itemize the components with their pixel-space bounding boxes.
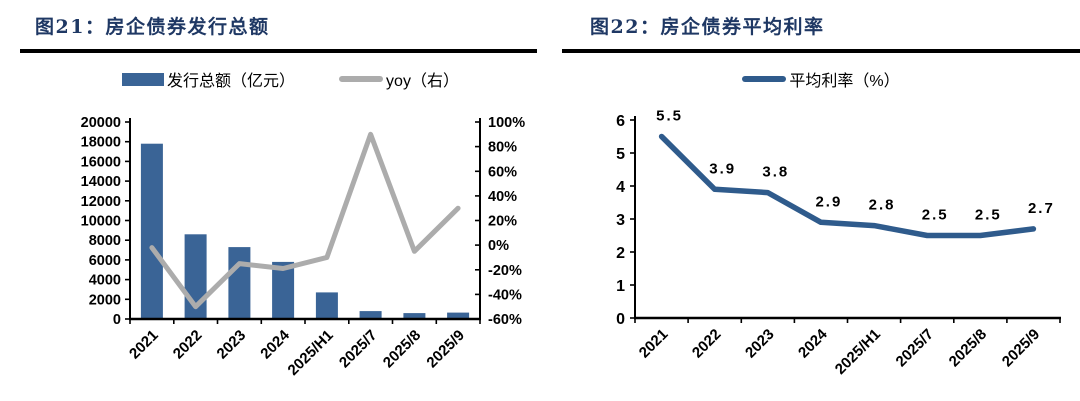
left-axis-ticks: 0 2000 4000 6000 8000 10000 12000 14000 16000 180… <box>81 115 130 328</box>
svg-text:2.5: 2.5 <box>975 207 1002 224</box>
yoy-line <box>149 131 461 310</box>
svg-text:2025/7: 2025/7 <box>336 327 380 371</box>
bar-2021 <box>140 143 163 319</box>
data-labels: 5.5 3.9 3.8 2.9 2.8 2.5 2.5 2.7 <box>656 108 1055 224</box>
figure-21-title-rule <box>20 49 537 53</box>
figure-21: 图21：房企债券发行总额 发行总额（亿元） yoy（右） 0 2000 4000 60… <box>20 0 537 401</box>
svg-text:4000: 4000 <box>89 273 121 289</box>
yoy-line-swatch-icon <box>339 76 384 82</box>
svg-text:2.9: 2.9 <box>815 193 842 210</box>
svg-text:80%: 80% <box>488 140 517 156</box>
x-axis-tick-marks <box>634 318 1061 323</box>
svg-text:2025/H1: 2025/H1 <box>832 326 884 378</box>
svg-text:2.8: 2.8 <box>869 197 896 214</box>
svg-text:6000: 6000 <box>89 253 121 269</box>
svg-text:20%: 20% <box>488 214 517 230</box>
right-axis-ticks: -60% -40% -20% 0% 20% 40% 60% 80% 100% <box>475 115 525 328</box>
bar-series-swatch-icon <box>122 72 165 86</box>
svg-text:2025/7: 2025/7 <box>893 326 937 370</box>
svg-text:10000: 10000 <box>81 214 121 230</box>
issuance-bars <box>140 143 470 319</box>
svg-text:2025/8: 2025/8 <box>946 326 990 370</box>
svg-text:6: 6 <box>616 113 625 130</box>
svg-text:-60%: -60% <box>488 312 522 328</box>
x-axis-tick-marks <box>129 319 481 324</box>
svg-text:3: 3 <box>616 212 625 229</box>
svg-text:2025/9: 2025/9 <box>423 327 467 371</box>
svg-text:2: 2 <box>616 245 625 262</box>
legend-item-issuance: 发行总额（亿元） <box>122 67 295 91</box>
svg-text:2023: 2023 <box>214 327 250 363</box>
figure-21-title: 图21：房企债券发行总额 <box>35 16 270 38</box>
bar-2023 <box>228 247 251 319</box>
svg-text:14000: 14000 <box>81 174 121 190</box>
svg-text:20000: 20000 <box>81 115 121 131</box>
figure-22: 图22：房企债券平均利率 平均利率（%） 0 1 2 3 4 5 6 2021 2022 2023… <box>562 0 1080 401</box>
legend-item-avg-rate: 平均利率（%） <box>742 67 900 91</box>
svg-text:12000: 12000 <box>81 194 121 210</box>
svg-text:0: 0 <box>616 311 625 328</box>
svg-text:5.5: 5.5 <box>656 108 683 125</box>
bar-2025/8 <box>403 313 426 319</box>
svg-text:18000: 18000 <box>81 135 121 151</box>
svg-text:-20%: -20% <box>488 263 522 279</box>
svg-text:2021: 2021 <box>636 326 672 362</box>
svg-text:40%: 40% <box>488 189 517 205</box>
bar-2024 <box>272 261 295 319</box>
svg-text:-40%: -40% <box>488 287 522 303</box>
bond-issuance-chart: 0 2000 4000 6000 8000 10000 12000 14000 16000 180… <box>81 115 526 379</box>
figure-22-legend: 平均利率（%） <box>562 67 1080 91</box>
figure-22-title-rule <box>562 49 1080 53</box>
rate-line-swatch-icon <box>742 76 787 82</box>
avg-rate-line <box>658 133 1037 239</box>
svg-text:2025/8: 2025/8 <box>380 327 424 371</box>
bar-2025/7 <box>359 311 382 319</box>
svg-text:8000: 8000 <box>89 233 121 249</box>
svg-text:100%: 100% <box>488 115 525 131</box>
svg-text:2025/H1: 2025/H1 <box>285 327 337 379</box>
svg-text:4: 4 <box>616 179 625 196</box>
svg-text:60%: 60% <box>488 164 517 180</box>
y-axis-ticks: 0 1 2 3 4 5 6 <box>616 113 635 328</box>
svg-text:1: 1 <box>616 278 625 295</box>
svg-text:2000: 2000 <box>89 292 121 308</box>
svg-text:2025/9: 2025/9 <box>999 326 1043 370</box>
svg-text:16000: 16000 <box>81 154 121 170</box>
bar-2025/9 <box>447 312 470 319</box>
legend-item-yoy: yoy（右） <box>339 67 459 91</box>
legend-label-avg-rate: 平均利率（%） <box>789 73 900 90</box>
svg-text:2024: 2024 <box>795 325 831 361</box>
svg-text:2.7: 2.7 <box>1028 200 1055 217</box>
svg-text:2024: 2024 <box>257 326 293 362</box>
svg-text:0%: 0% <box>488 238 509 254</box>
figure-21-legend: 发行总额（亿元） yoy（右） <box>32 67 549 91</box>
svg-text:2.5: 2.5 <box>922 207 949 224</box>
legend-label-issuance: 发行总额（亿元） <box>167 73 296 90</box>
svg-text:5: 5 <box>616 146 625 163</box>
figure-22-title: 图22：房企债券平均利率 <box>590 16 825 38</box>
svg-text:2022: 2022 <box>689 326 725 362</box>
bar-2025/H1 <box>315 292 338 319</box>
svg-text:3.9: 3.9 <box>709 160 736 177</box>
svg-text:3.8: 3.8 <box>762 164 789 181</box>
svg-text:2022: 2022 <box>170 327 206 363</box>
svg-text:2021: 2021 <box>126 327 162 363</box>
svg-text:0: 0 <box>113 312 121 328</box>
svg-text:2023: 2023 <box>742 326 778 362</box>
legend-label-yoy: yoy（右） <box>386 73 459 90</box>
